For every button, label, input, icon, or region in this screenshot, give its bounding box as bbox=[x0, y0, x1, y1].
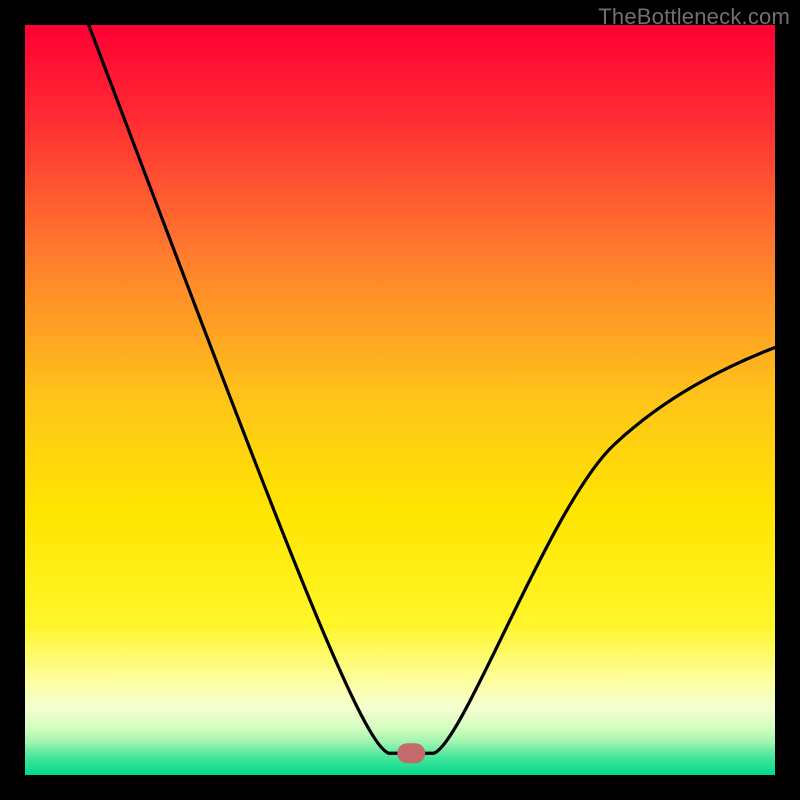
plot-area bbox=[25, 25, 775, 775]
chart-stage: TheBottleneck.com bbox=[0, 0, 800, 800]
bottleneck-chart bbox=[0, 0, 800, 800]
watermark-text: TheBottleneck.com bbox=[598, 4, 790, 30]
optimal-point-marker bbox=[397, 743, 425, 763]
